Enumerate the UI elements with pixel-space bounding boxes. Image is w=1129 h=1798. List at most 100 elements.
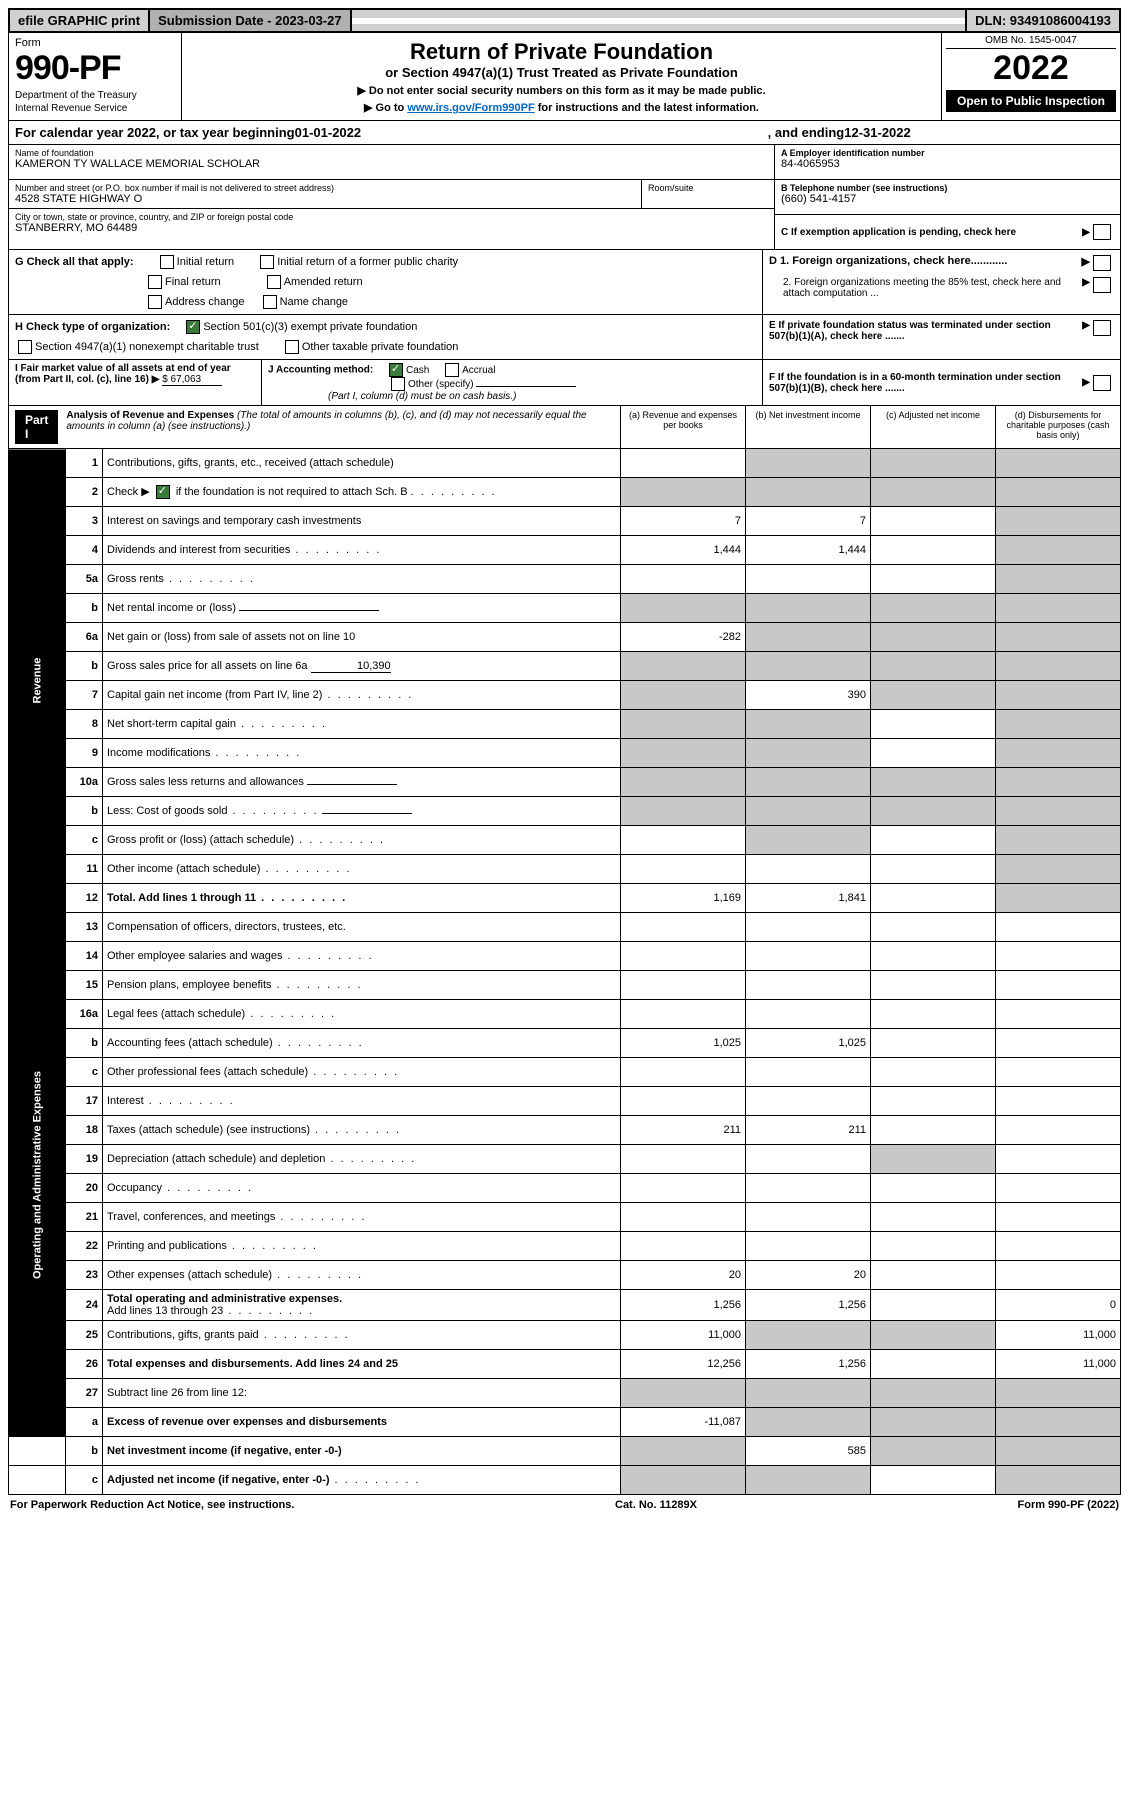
revenue-sidebar: Revenue [9,449,66,913]
line-12: 12Total. Add lines 1 through 11 1,169 1,… [9,884,1121,913]
j-other-checkbox[interactable] [391,377,405,391]
j-cash: Cash [406,365,429,376]
l26-desc: Total expenses and disbursements. Add li… [103,1350,621,1379]
l9-desc: Income modifications [107,747,210,759]
g-initial-checkbox[interactable] [160,255,174,269]
address-row: Number and street (or P.O. box number if… [9,180,774,209]
d1-label: D 1. Foreign organizations, check here..… [769,255,1082,271]
line-10c: cGross profit or (loss) (attach schedule… [9,826,1121,855]
l3-a: 7 [621,507,746,536]
phone-cell: B Telephone number (see instructions) (6… [775,180,1120,215]
l6b-val: 10,390 [311,660,391,673]
h-501c3: Section 501(c)(3) exempt private foundat… [203,321,417,333]
g-final: Final return [165,276,221,288]
l23-a: 20 [621,1261,746,1290]
form-year-block: OMB No. 1545-0047 2022 Open to Public In… [941,33,1120,120]
l2-checkbox[interactable] [156,485,170,499]
col-b-head: (b) Net investment income [745,406,870,448]
l7-b: 390 [746,681,871,710]
g-row: G Check all that apply: Initial return I… [15,252,756,272]
calendar-year-row: For calendar year 2022, or tax year begi… [8,121,1121,145]
line-3: 3Interest on savings and temporary cash … [9,507,1121,536]
form-subtitle: or Section 4947(a)(1) Trust Treated as P… [190,65,933,80]
l18-b: 211 [746,1116,871,1145]
g-row2: Final return Amended return [15,272,756,292]
ein-cell: A Employer identification number 84-4065… [775,145,1120,180]
g-final-checkbox[interactable] [148,275,162,289]
foundation-name-label: Name of foundation [15,148,768,158]
form-id-block: Form 990-PF Department of the Treasury I… [9,33,182,120]
line-16b: bAccounting fees (attach schedule) 1,025… [9,1029,1121,1058]
line-22: 22Printing and publications [9,1232,1121,1261]
line-9: 9Income modifications [9,739,1121,768]
line-24: 24 Total operating and administrative ex… [9,1290,1121,1321]
line-8: 8Net short-term capital gain [9,710,1121,739]
g-amended-checkbox[interactable] [267,275,281,289]
arrow-icon: ▶ [1082,227,1090,238]
l4-desc: Dividends and interest from securities [107,544,290,556]
line-1: Revenue 1 Contributions, gifts, grants, … [9,449,1121,478]
entity-block: Name of foundation KAMERON TY WALLACE ME… [8,145,1121,250]
form-header: Form 990-PF Department of the Treasury I… [8,33,1121,121]
d2-label: 2. Foreign organizations meeting the 85%… [769,277,1082,299]
l26-b: 1,256 [746,1350,871,1379]
f-cell: F If the foundation is in a 60-month ter… [763,360,1120,405]
h-other-checkbox[interactable] [285,340,299,354]
j-other: Other (specify) [408,379,474,390]
i-value: $ 67,063 [162,374,222,386]
topbar-spacer [352,18,966,24]
l10a-desc: Gross sales less returns and allowances [107,776,304,788]
l8-desc: Net short-term capital gain [107,718,236,730]
h-4947-checkbox[interactable] [18,340,32,354]
g-address-checkbox[interactable] [148,295,162,309]
instr-goto-post: for instructions and the latest informat… [538,102,759,114]
h-label: H Check type of organization: [15,321,170,333]
d1-row: D 1. Foreign organizations, check here..… [769,252,1114,274]
h-row2: Section 4947(a)(1) nonexempt charitable … [15,337,756,357]
phone-value: (660) 541-4157 [781,193,1114,205]
d1-checkbox[interactable] [1093,255,1111,271]
l6b-desc: Gross sales price for all assets on line… [107,660,308,672]
l21-desc: Travel, conferences, and meetings [107,1211,275,1223]
line-10a: 10aGross sales less returns and allowanc… [9,768,1121,797]
f-label: F If the foundation is in a 60-month ter… [769,372,1082,394]
l27c-desc: Adjusted net income (if negative, enter … [107,1474,329,1486]
g-amended: Amended return [284,276,363,288]
h-row: H Check type of organization: Section 50… [15,317,756,337]
city-label: City or town, state or province, country… [15,212,768,222]
exemption-checkbox[interactable] [1093,224,1111,240]
f-checkbox[interactable] [1093,375,1111,391]
line-21: 21Travel, conferences, and meetings [9,1203,1121,1232]
j-cell: J Accounting method: Cash Accrual Other … [262,360,763,405]
city-cell: City or town, state or province, country… [9,209,774,243]
part1-header-row: Part I Analysis of Revenue and Expenses … [8,406,1121,449]
h-501c3-checkbox[interactable] [186,320,200,334]
l6a-desc: Net gain or (loss) from sale of assets n… [103,623,621,652]
g-initial-former-checkbox[interactable] [260,255,274,269]
j-accrual-checkbox[interactable] [445,363,459,377]
l26-a: 12,256 [621,1350,746,1379]
form990pf-link[interactable]: www.irs.gov/Form990PF [407,102,534,114]
check-section-1: G Check all that apply: Initial return I… [8,250,1121,315]
d2-checkbox[interactable] [1093,277,1111,293]
l24-b: 1,256 [746,1290,871,1321]
l5b-desc: Net rental income or (loss) [107,602,236,614]
e-checkbox[interactable] [1093,320,1111,336]
line-18: 18Taxes (attach schedule) (see instructi… [9,1116,1121,1145]
line-26: 26Total expenses and disbursements. Add … [9,1350,1121,1379]
l18-a: 211 [621,1116,746,1145]
h-4947: Section 4947(a)(1) nonexempt charitable … [35,341,259,353]
page-footer: For Paperwork Reduction Act Notice, see … [8,1495,1121,1515]
l25-a: 11,000 [621,1321,746,1350]
l27b-desc: Net investment income (if negative, ente… [107,1445,342,1457]
j-cash-checkbox[interactable] [389,363,403,377]
exemption-label: C If exemption application is pending, c… [781,227,1082,238]
l1-desc: Contributions, gifts, grants, etc., rece… [103,449,621,478]
instr-no-ssn: ▶ Do not enter social security numbers o… [190,84,933,97]
dept-treasury: Department of the Treasury [15,90,175,101]
ijf-row: I Fair market value of all assets at end… [8,360,1121,406]
l16c-desc: Other professional fees (attach schedule… [107,1066,308,1078]
g-name-checkbox[interactable] [263,295,277,309]
tax-year: 2022 [946,49,1116,88]
line-11: 11Other income (attach schedule) [9,855,1121,884]
